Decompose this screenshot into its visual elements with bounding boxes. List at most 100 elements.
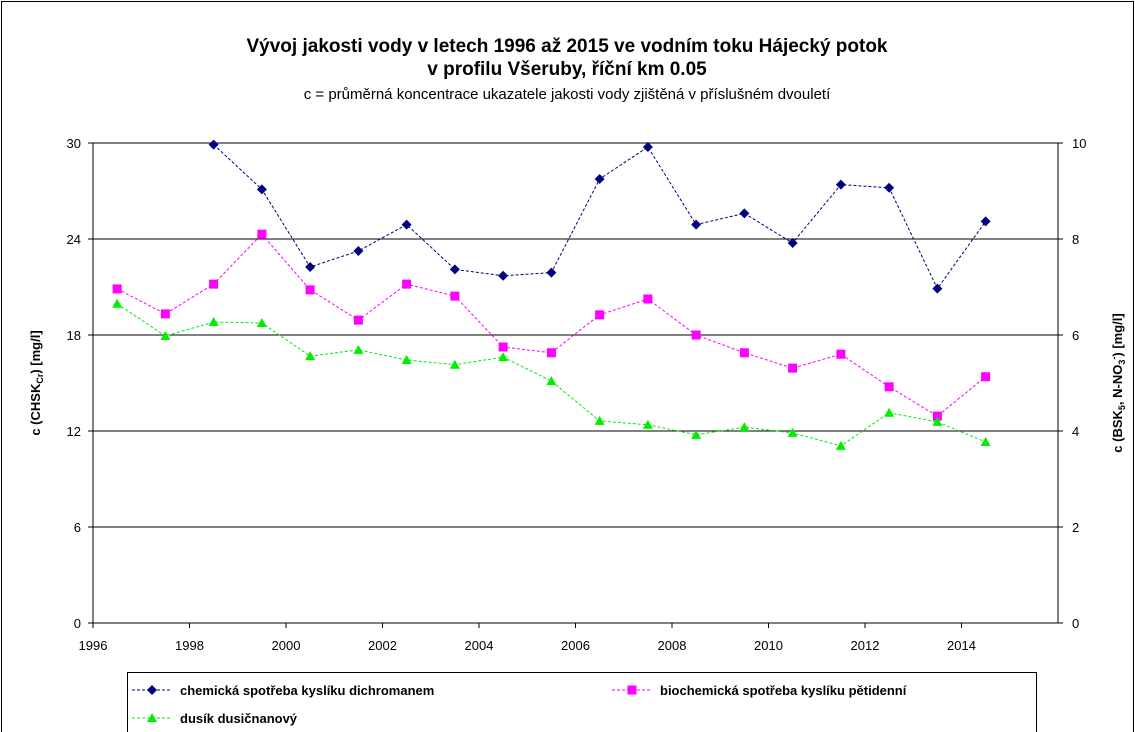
marker xyxy=(980,216,991,227)
legend-label: dusík dusičnanový xyxy=(180,711,298,726)
marker xyxy=(642,419,653,429)
marker xyxy=(627,685,637,695)
marker xyxy=(546,376,557,386)
y-tick-label: 24 xyxy=(67,232,81,247)
y-tick-label: 0 xyxy=(74,616,81,631)
marker xyxy=(401,354,412,364)
marker xyxy=(884,182,895,193)
chart-title: v profilu Všeruby, říční km 0.05 xyxy=(427,59,707,80)
marker xyxy=(147,685,157,695)
marker xyxy=(498,352,509,362)
y2-tick-label: 0 xyxy=(1072,616,1079,631)
label-part: c (CHSK xyxy=(28,383,43,436)
y2-tick-label: 6 xyxy=(1072,328,1079,343)
marker xyxy=(835,179,846,190)
x-tick-label: 2002 xyxy=(368,638,397,653)
marker xyxy=(498,270,509,281)
marker xyxy=(546,267,557,278)
y2-tick-label: 4 xyxy=(1072,424,1079,439)
marker xyxy=(160,330,171,340)
x-tick-label: 2000 xyxy=(272,638,301,653)
marker xyxy=(450,291,460,301)
y2-tick-label: 8 xyxy=(1072,232,1079,247)
marker xyxy=(112,284,122,294)
marker xyxy=(836,349,846,359)
marker xyxy=(739,208,750,219)
marker xyxy=(787,238,798,248)
marker xyxy=(884,382,894,392)
y-axis-label: c (CHSKCr) [mg/l] xyxy=(28,330,45,435)
marker xyxy=(739,422,750,432)
marker xyxy=(546,348,556,358)
y-tick-label: 18 xyxy=(67,328,81,343)
marker xyxy=(353,246,364,256)
marker xyxy=(256,184,267,195)
label-part: 3 xyxy=(1117,360,1127,365)
x-tick-label: 2010 xyxy=(754,638,783,653)
marker xyxy=(209,279,219,289)
y-tick-label: 12 xyxy=(67,424,81,439)
marker xyxy=(739,348,749,358)
marker xyxy=(643,294,653,304)
legend-label: biochemická spotřeba kyslíku pětidenní xyxy=(660,683,907,698)
marker xyxy=(353,315,363,325)
marker xyxy=(402,279,412,289)
label-part: 5 xyxy=(1117,405,1127,410)
marker xyxy=(305,285,315,295)
marker xyxy=(691,429,702,439)
label-part: ) [mg/l] xyxy=(28,330,43,373)
marker xyxy=(208,139,219,150)
chart-subtitle: c = průměrná koncentrace ukazatele jakos… xyxy=(304,86,831,103)
label-part: , N-NO xyxy=(1110,365,1125,405)
marker xyxy=(981,372,991,382)
label-part: ) [mg/l] xyxy=(1110,313,1125,356)
marker xyxy=(112,298,123,308)
marker xyxy=(305,262,316,272)
x-tick-label: 1998 xyxy=(175,638,204,653)
marker xyxy=(257,229,267,239)
marker xyxy=(884,407,895,417)
marker xyxy=(787,427,798,437)
marker xyxy=(932,416,943,426)
label-part: c (BSK xyxy=(1110,409,1125,452)
marker xyxy=(691,330,701,340)
legend-label: chemická spotřeba kyslíku dichromanem xyxy=(180,683,434,698)
marker xyxy=(498,342,508,352)
y2-tick-label: 2 xyxy=(1072,520,1079,535)
marker xyxy=(932,411,942,421)
marker xyxy=(980,437,991,447)
legend-box xyxy=(127,672,1037,732)
label-part: - xyxy=(1109,357,1119,360)
x-tick-label: 2008 xyxy=(658,638,687,653)
marker xyxy=(835,440,846,450)
marker xyxy=(353,344,364,354)
chart-title: Vývoj jakosti vody v letech 1996 až 2015… xyxy=(247,36,888,57)
x-tick-label: 2014 xyxy=(947,638,976,653)
marker xyxy=(594,415,605,425)
marker xyxy=(691,219,702,230)
marker xyxy=(305,351,316,361)
x-tick-label: 2012 xyxy=(851,638,880,653)
marker xyxy=(788,363,798,373)
marker xyxy=(449,359,460,369)
x-tick-label: 1996 xyxy=(79,638,108,653)
marker xyxy=(208,317,219,327)
marker xyxy=(401,219,412,230)
marker xyxy=(642,142,653,152)
x-tick-label: 2004 xyxy=(465,638,494,653)
marker xyxy=(147,713,157,722)
marker xyxy=(160,309,170,319)
marker xyxy=(256,318,267,327)
y-tick-label: 6 xyxy=(74,520,81,535)
y2-tick-label: 10 xyxy=(1072,136,1086,151)
marker xyxy=(594,174,605,184)
marker xyxy=(595,310,605,320)
marker xyxy=(449,264,460,275)
marker xyxy=(932,283,943,294)
y-tick-label: 30 xyxy=(67,136,81,151)
label-part: Cr xyxy=(35,373,45,383)
x-tick-label: 2006 xyxy=(561,638,590,653)
y2-axis-label: c (BSK5, N-NO3-) [mg/l] xyxy=(1109,313,1127,452)
